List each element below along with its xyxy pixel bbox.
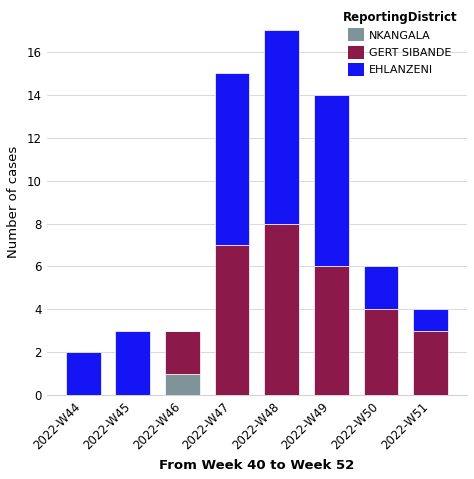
Bar <box>364 309 398 395</box>
Bar <box>215 245 249 395</box>
Bar <box>66 353 100 395</box>
Legend: NKANGALA, GERT SIBANDE, EHLANZENI: NKANGALA, GERT SIBANDE, EHLANZENI <box>338 7 462 80</box>
Bar <box>413 309 448 331</box>
Bar <box>165 331 200 374</box>
Bar <box>314 266 349 395</box>
Bar <box>264 30 299 224</box>
Bar <box>413 331 448 395</box>
Bar <box>314 95 349 266</box>
X-axis label: From Week 40 to Week 52: From Week 40 to Week 52 <box>159 459 355 472</box>
Y-axis label: Number of cases: Number of cases <box>7 146 20 258</box>
Bar <box>165 374 200 395</box>
Bar <box>264 224 299 395</box>
Bar <box>364 266 398 309</box>
Bar <box>116 331 150 395</box>
Bar <box>215 73 249 245</box>
